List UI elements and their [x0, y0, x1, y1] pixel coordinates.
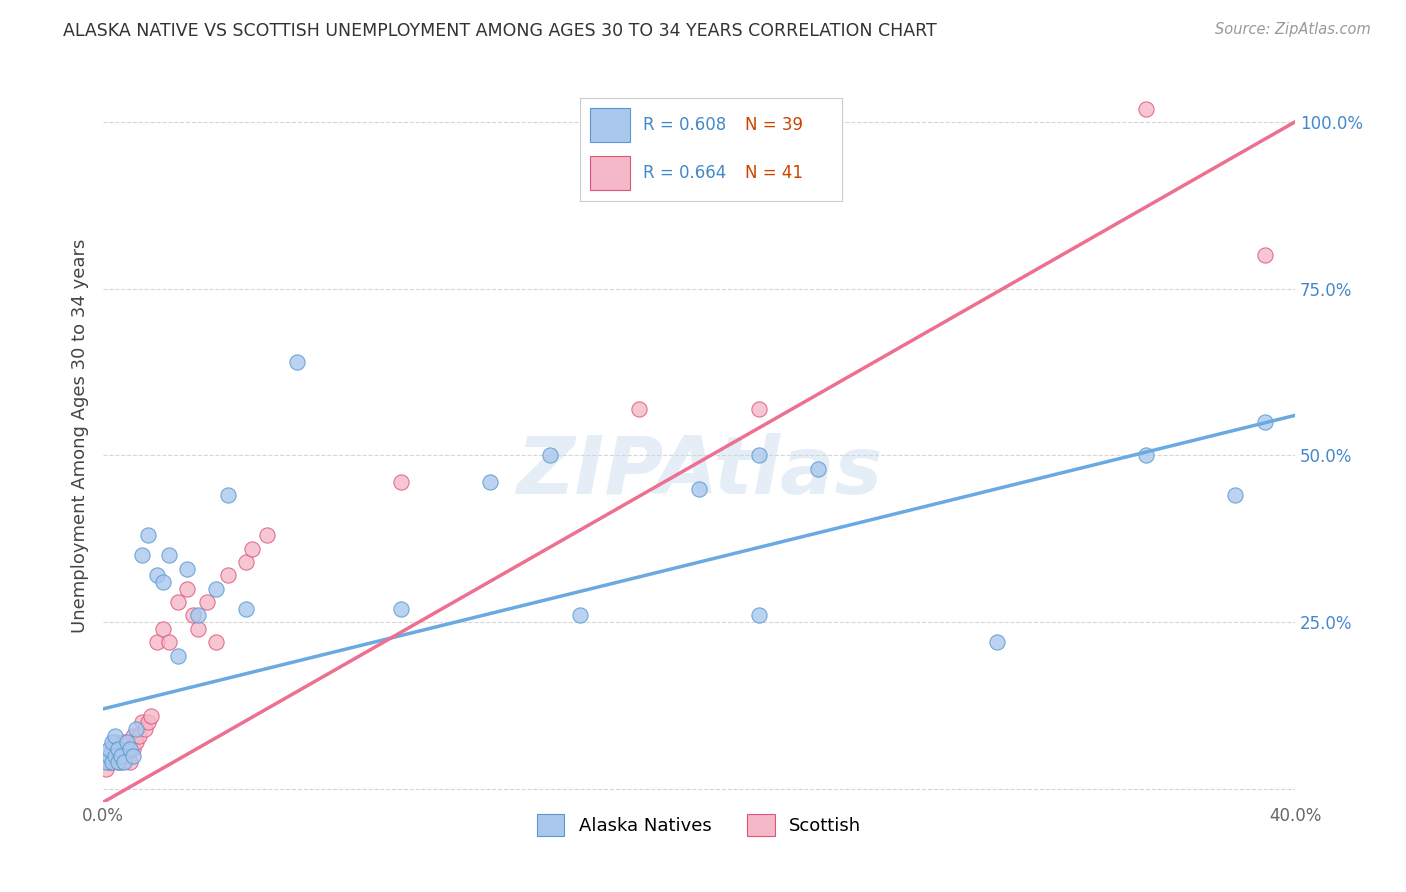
- Point: [98, 742, 121, 756]
- Point: [1225, 488, 1247, 502]
- Point: [807, 462, 830, 476]
- Point: [136, 715, 159, 730]
- Point: [1135, 449, 1157, 463]
- Point: [389, 602, 412, 616]
- Point: [157, 635, 180, 649]
- Point: [107, 756, 129, 770]
- Point: [110, 748, 132, 763]
- Point: [118, 742, 141, 756]
- Point: [101, 756, 124, 770]
- Point: [187, 622, 209, 636]
- Point: [240, 541, 263, 556]
- Point: [107, 742, 129, 756]
- Point: [217, 568, 239, 582]
- Text: Source: ZipAtlas.com: Source: ZipAtlas.com: [1215, 22, 1371, 37]
- Point: [115, 748, 138, 763]
- Point: [1254, 248, 1277, 262]
- Point: [986, 635, 1008, 649]
- Point: [285, 355, 308, 369]
- Point: [118, 756, 141, 770]
- Point: [134, 722, 156, 736]
- Point: [104, 748, 127, 763]
- Point: [101, 742, 124, 756]
- Point: [166, 595, 188, 609]
- Point: [145, 568, 167, 582]
- Point: [748, 449, 770, 463]
- Point: [115, 735, 138, 749]
- Point: [157, 549, 180, 563]
- Point: [205, 635, 228, 649]
- Point: [748, 401, 770, 416]
- Point: [235, 555, 257, 569]
- Point: [98, 756, 121, 770]
- Point: [104, 729, 127, 743]
- Point: [197, 595, 219, 609]
- Point: [538, 449, 561, 463]
- Point: [181, 608, 204, 623]
- Point: [101, 756, 124, 770]
- Point: [131, 549, 153, 563]
- Point: [176, 562, 198, 576]
- Point: [256, 528, 278, 542]
- Point: [122, 748, 145, 763]
- Point: [110, 756, 132, 770]
- Point: [128, 729, 150, 743]
- Point: [112, 735, 135, 749]
- Point: [145, 635, 167, 649]
- Point: [125, 722, 148, 736]
- Point: [217, 488, 239, 502]
- Point: [205, 582, 228, 596]
- Point: [1135, 102, 1157, 116]
- Point: [98, 748, 121, 763]
- Point: [628, 401, 651, 416]
- Legend: Alaska Natives, Scottish: Alaska Natives, Scottish: [529, 805, 870, 845]
- Point: [187, 608, 209, 623]
- Point: [94, 762, 117, 776]
- Point: [112, 756, 135, 770]
- Point: [115, 742, 138, 756]
- Y-axis label: Unemployment Among Ages 30 to 34 years: Unemployment Among Ages 30 to 34 years: [72, 238, 89, 632]
- Point: [107, 756, 129, 770]
- Point: [136, 528, 159, 542]
- Point: [110, 748, 132, 763]
- Point: [479, 475, 502, 489]
- Point: [112, 748, 135, 763]
- Point: [235, 602, 257, 616]
- Point: [139, 708, 162, 723]
- Point: [688, 482, 710, 496]
- Point: [122, 729, 145, 743]
- Point: [166, 648, 188, 663]
- Point: [122, 742, 145, 756]
- Point: [389, 475, 412, 489]
- Point: [104, 748, 127, 763]
- Point: [152, 622, 174, 636]
- Point: [568, 608, 591, 623]
- Point: [176, 582, 198, 596]
- Text: ALASKA NATIVE VS SCOTTISH UNEMPLOYMENT AMONG AGES 30 TO 34 YEARS CORRELATION CHA: ALASKA NATIVE VS SCOTTISH UNEMPLOYMENT A…: [63, 22, 936, 40]
- Point: [94, 756, 117, 770]
- Point: [131, 715, 153, 730]
- Point: [104, 735, 127, 749]
- Point: [748, 608, 770, 623]
- Point: [1254, 415, 1277, 429]
- Text: ZIPAtlas: ZIPAtlas: [516, 434, 882, 511]
- Point: [101, 735, 124, 749]
- Point: [152, 575, 174, 590]
- Point: [107, 742, 129, 756]
- Point: [125, 735, 148, 749]
